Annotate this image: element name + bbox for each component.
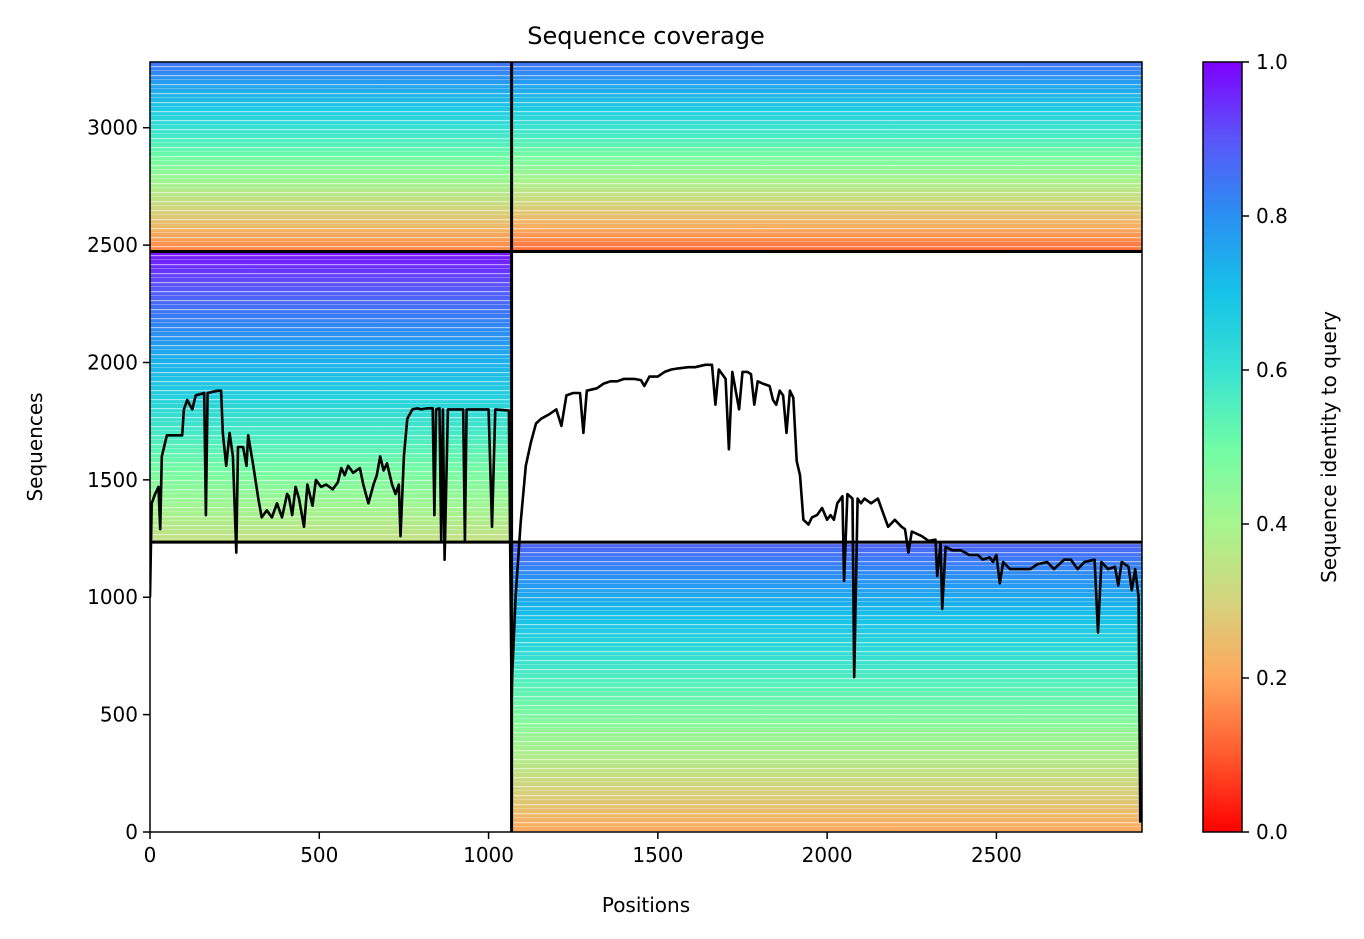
block-top-left-gaps — [150, 62, 512, 252]
colorbar-tick-label: 0.8 — [1256, 204, 1288, 228]
y-tick-label: 0 — [125, 820, 138, 844]
y-axis-title: Sequences — [23, 392, 47, 501]
x-tick-label: 2000 — [802, 843, 853, 867]
x-tick-label: 1500 — [632, 843, 683, 867]
colorbar-tick-label: 0.4 — [1256, 512, 1288, 536]
x-tick-label: 0 — [144, 843, 157, 867]
plot-frame — [149, 61, 1143, 833]
colorbar-ticks: 0.0 0.2 0.4 0.6 0.8 1.0 — [1242, 50, 1288, 844]
colorbar-frame — [1202, 61, 1243, 833]
y-tick-label: 500 — [100, 703, 138, 727]
colorbar-tick-label: 1.0 — [1256, 50, 1288, 74]
colorbar-tick-label: 0.6 — [1256, 358, 1288, 382]
y-tick-label: 3000 — [87, 116, 138, 140]
coverage-line-layer — [150, 363, 1142, 823]
colorbar-tick-label: 0.2 — [1256, 666, 1288, 690]
colorbar: 0.0 0.2 0.4 0.6 0.8 1.0 Sequence identity to … — [1202, 50, 1341, 844]
x-tick-label: 1000 — [463, 843, 514, 867]
colorbar-tick-label: 0.0 — [1256, 820, 1288, 844]
coverage-line — [150, 363, 1142, 823]
y-axis: 0 500 1000 1500 2000 2500 3000 — [87, 116, 150, 844]
block-top-right-gaps — [511, 62, 1142, 252]
heatmap-blocks — [150, 62, 1142, 832]
x-tick-label: 2500 — [971, 843, 1022, 867]
block-bottom-right-gaps — [511, 542, 1142, 832]
block-dividers — [150, 62, 1142, 832]
x-axis: 0 500 1000 1500 2000 2500 — [144, 832, 1022, 867]
plot-area — [149, 61, 1143, 833]
x-axis-title: Positions — [602, 893, 690, 917]
chart-title: Sequence coverage — [527, 22, 764, 50]
x-tick-label: 500 — [300, 843, 338, 867]
block-middle-left-gaps — [150, 251, 512, 543]
y-tick-label: 1500 — [87, 468, 138, 492]
colorbar-gradient — [1203, 62, 1242, 832]
y-tick-label: 2500 — [87, 233, 138, 257]
y-tick-label: 1000 — [87, 585, 138, 609]
colorbar-title: Sequence identity to query — [1317, 311, 1341, 583]
y-tick-label: 2000 — [87, 350, 138, 374]
